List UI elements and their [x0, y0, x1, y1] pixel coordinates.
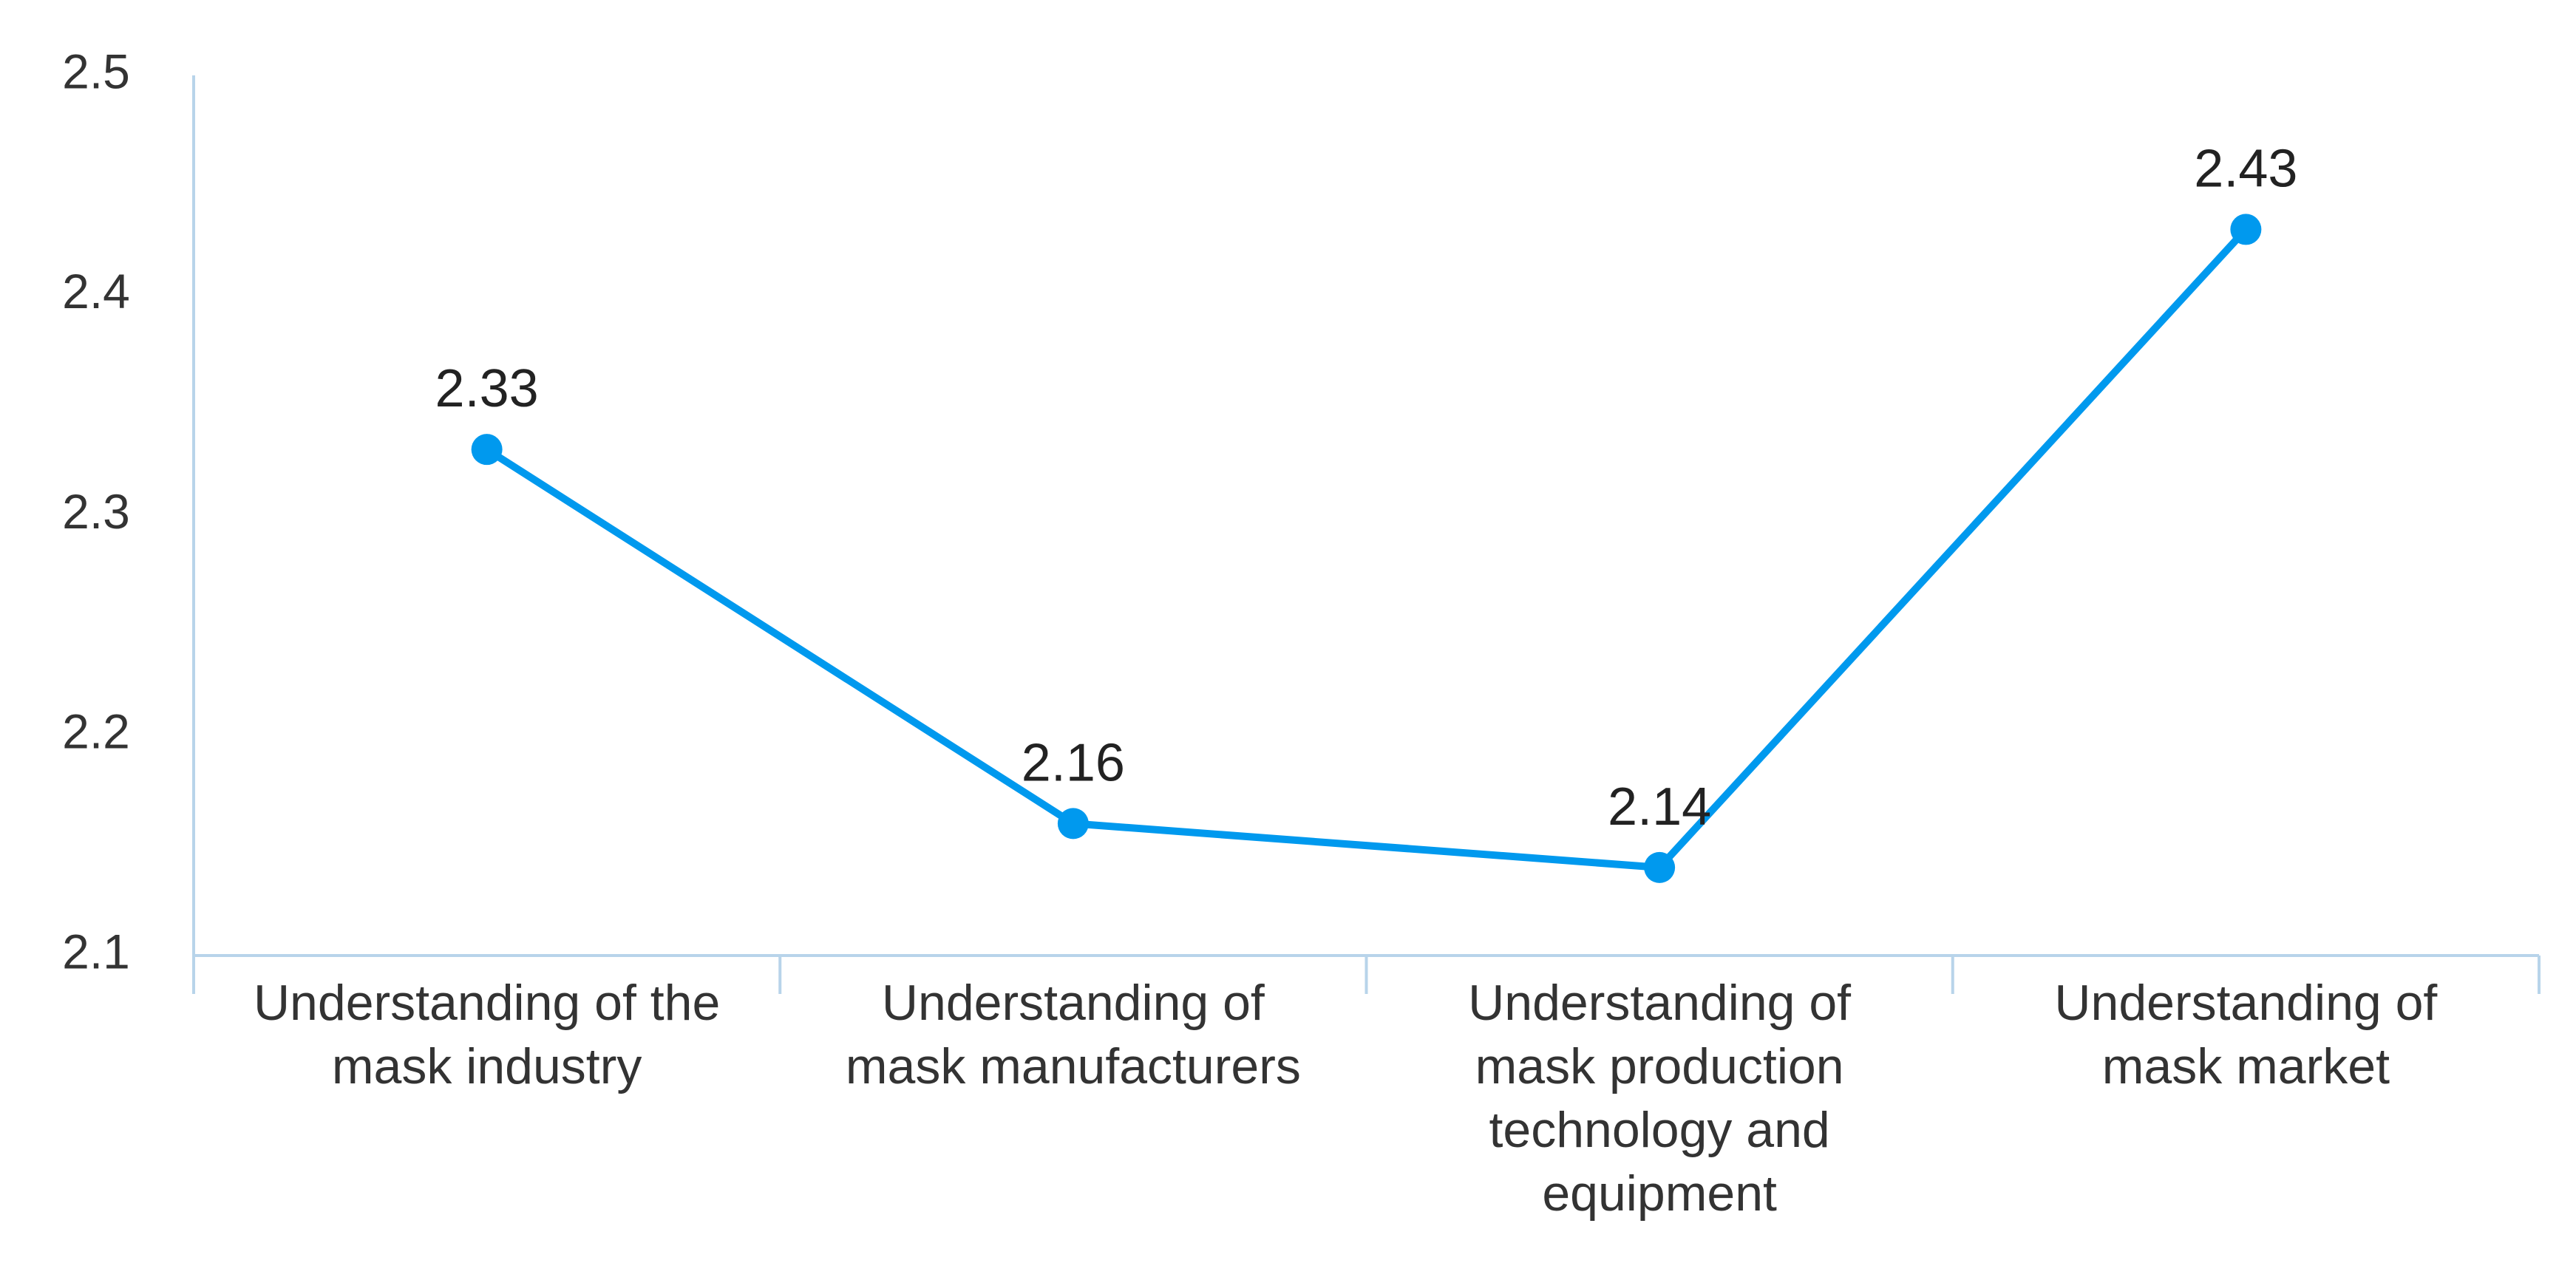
category-label-line: Understanding of the [254, 975, 720, 1031]
data-point [1057, 808, 1089, 840]
category-label: Understanding of the mask industry [254, 975, 720, 1094]
y-tick-label: 2.1 [62, 924, 130, 978]
category-label-line: mask industry [332, 1038, 642, 1094]
category-label-line: Understanding of [1468, 975, 1851, 1031]
category-label-line: Understanding of [2054, 975, 2437, 1031]
data-label: 2.16 [1022, 733, 1125, 792]
category-label-line: mask manufacturers [846, 1038, 1301, 1094]
y-tick-label: 2.3 [62, 484, 130, 539]
data-point [471, 434, 503, 466]
series-line [483, 225, 2250, 871]
data-label: 2.43 [2194, 139, 2297, 198]
category-label-line: Understanding of [882, 975, 1265, 1031]
y-tick-label: 2.2 [62, 704, 130, 759]
data-label: 2.33 [435, 359, 539, 418]
data-label: 2.14 [1608, 777, 1711, 837]
category-label: Understanding of mask market [2054, 975, 2437, 1094]
data-point [2230, 214, 2262, 245]
category-label-line: mask production [1475, 1038, 1844, 1094]
y-tick-label: 2.5 [62, 44, 130, 98]
category-label: Understanding of mask production technolog… [1468, 975, 1851, 1222]
category-label-line: equipment [1542, 1165, 1777, 1222]
y-tick-label: 2.4 [62, 264, 130, 319]
series-layer [471, 214, 2262, 883]
category-label: Understanding of mask manufacturers [846, 975, 1301, 1094]
category-label-line: mask market [2102, 1038, 2390, 1094]
y-axis-tick-labels: 2.1 2.2 2.3 2.4 2.5 [62, 44, 130, 978]
data-point [1644, 851, 1676, 883]
axes-layer [192, 75, 2541, 994]
data-labels: 2.33 2.16 2.14 2.43 [435, 139, 2298, 836]
category-label-line: technology and [1489, 1102, 1829, 1158]
